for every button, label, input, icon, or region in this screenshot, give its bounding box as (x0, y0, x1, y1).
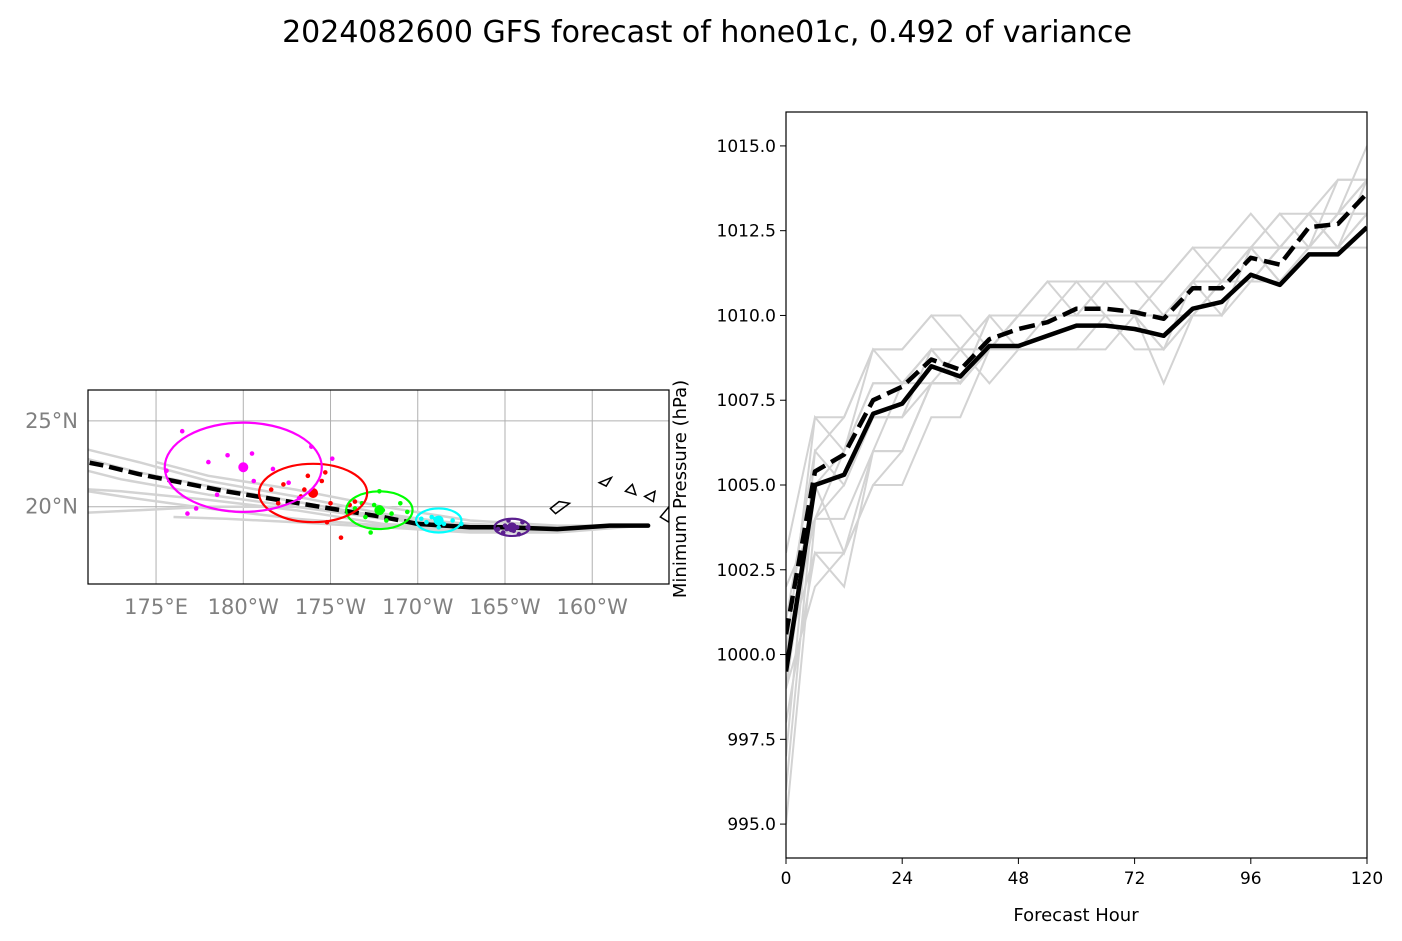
x-tick-label: 24 (891, 869, 913, 889)
ensemble-position-dot (270, 466, 276, 472)
ensemble-pressure-line (786, 178, 1367, 554)
y-tick-label: 1012.5 (717, 222, 776, 242)
mean-track-solid (415, 521, 651, 532)
ensemble-position-dot (281, 482, 286, 487)
x-tick-label: 72 (1124, 869, 1146, 889)
y-tick-label: 1002.5 (717, 561, 776, 581)
ensemble-position-dot (185, 511, 190, 516)
ensemble-pressure-line (786, 246, 1367, 689)
y-tick-label: 1007.5 (717, 391, 776, 411)
x-tick-label: 48 (1008, 869, 1030, 889)
ensemble-position-dot (179, 428, 185, 434)
ensemble-pressure-line (786, 213, 1367, 825)
map-latitude-labels: 25°N 20°N (25, 409, 78, 519)
mean-track-dashed (88, 460, 419, 527)
x-axis-ticks: 0 24 48 72 96 120 (781, 858, 1383, 889)
y-axis-label: Minimum Pressure (hPa) (670, 380, 691, 598)
y-tick-label: 1000.0 (717, 646, 776, 666)
map-lon-tick-label: 170°W (382, 595, 454, 619)
ensemble-position-dot (368, 530, 373, 535)
uncertainty-ellipse (163, 421, 323, 513)
ensemble-position-dot (329, 456, 335, 461)
ensemble-position-dot (384, 518, 389, 523)
ensemble-position-dot (275, 501, 281, 506)
ensemble-position-dot (436, 525, 441, 530)
map-lon-tick-label: 175°W (295, 595, 367, 619)
island-outline (643, 489, 656, 503)
ensemble-position-dot (193, 506, 199, 511)
island-outline (597, 476, 614, 488)
ensemble-position-dot (429, 514, 435, 520)
ensemble-position-dot (206, 459, 211, 465)
y-tick-label: 1015.0 (717, 137, 776, 157)
ensemble-pressure-line (786, 212, 1367, 655)
ensemble-pressure-line (786, 212, 1367, 655)
x-tick-label: 120 (1351, 869, 1383, 889)
map-lon-tick-label: 165°W (469, 595, 541, 619)
mean-pressure-solid-line (786, 225, 1367, 672)
ellipse-center-marker (374, 505, 385, 516)
uncertainty-ellipse (345, 490, 414, 531)
y-tick-label: 1010.0 (717, 306, 776, 326)
map-lon-tick-label: 160°W (557, 595, 629, 619)
ensemble-position-dot (418, 516, 424, 522)
ensemble-pressure-line (786, 178, 1367, 723)
track-map: 175°E 180°W 175°W 170°W 165°W 160°W 25°N 20°N (25, 389, 670, 619)
y-tick-label: 995.0 (727, 815, 776, 835)
ensemble-pressure-line (786, 179, 1367, 588)
ensemble-position-dot (328, 501, 333, 506)
ensemble-position-dot (268, 487, 274, 492)
ensemble-position-dot (450, 518, 455, 523)
ellipse-center-marker (238, 462, 249, 473)
uncertainty-ellipse (414, 507, 463, 534)
ensemble-position-dot (371, 502, 377, 508)
map-lon-tick-label: 175°E (124, 595, 188, 619)
ensemble-position-dot (249, 451, 255, 456)
y-axis-ticks: 995.0 997.5 1000.0 1002.5 1005.0 1007.5 1010.0… (717, 137, 786, 835)
ellipse-center-marker (433, 515, 444, 526)
map-frame (87, 389, 670, 585)
y-tick-label: 997.5 (727, 730, 776, 750)
ellipse-center-marker (506, 522, 517, 533)
pressure-series (786, 145, 1367, 825)
map-lat-tick-label: 20°N (25, 495, 78, 519)
ensemble-position-dot (302, 487, 307, 492)
x-tick-label: 0 (781, 869, 792, 889)
ensemble-position-dot (502, 523, 508, 528)
ensemble-position-dot (404, 509, 410, 515)
island-outline (549, 500, 572, 515)
ensemble-position-dot (225, 452, 230, 458)
ensemble-position-dot (305, 473, 311, 479)
uncertainty-ellipse (257, 462, 369, 524)
ensemble-position-dot (352, 499, 358, 504)
ensemble-position-dot (398, 501, 403, 506)
figure-title: 2024082600 GFS forecast of hone01c, 0.49… (282, 15, 1132, 50)
ensemble-position-dot (363, 514, 368, 520)
map-content (88, 421, 669, 540)
map-lon-tick-label: 180°W (208, 595, 280, 619)
ensemble-position-dot (214, 492, 220, 498)
island-outline (659, 505, 669, 524)
island-outline (623, 483, 637, 496)
ensemble-position-dot (322, 470, 328, 475)
mean-pressure-dashed-line (786, 191, 1367, 635)
ensemble-position-dot (424, 519, 429, 525)
map-lat-tick-label: 25°N (25, 409, 78, 433)
map-longitude-labels: 175°E 180°W 175°W 170°W 165°W 160°W (124, 595, 628, 619)
ensemble-track (88, 448, 645, 531)
ensemble-position-dot (338, 535, 344, 540)
x-axis-label: Forecast Hour (1013, 905, 1139, 926)
ensemble-track (173, 515, 645, 534)
y-tick-label: 1005.0 (717, 476, 776, 496)
ensemble-position-dot (389, 511, 394, 516)
map-gridlines (88, 390, 669, 584)
x-tick-label: 96 (1240, 869, 1262, 889)
ensemble-position-dot (251, 478, 257, 484)
pressure-chart: 0 24 48 72 96 120 995.0 997.5 1000.0 1002.5 1005.… (670, 111, 1383, 926)
ensemble-position-dot (319, 478, 325, 484)
ensemble-position-dot (286, 480, 291, 486)
uncertainty-ellipse (493, 517, 531, 538)
